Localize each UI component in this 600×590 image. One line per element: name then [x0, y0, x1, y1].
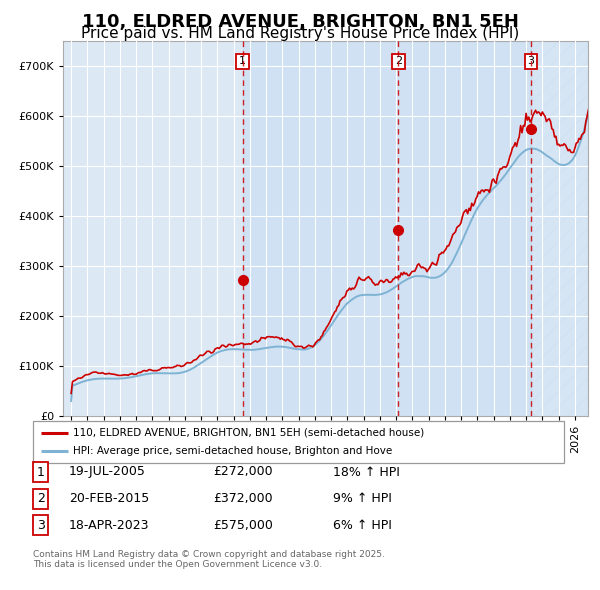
Bar	[242, 41, 531, 416]
Text: 9% ↑ HPI: 9% ↑ HPI	[333, 492, 392, 505]
Text: £575,000: £575,000	[213, 519, 273, 532]
Text: 18% ↑ HPI: 18% ↑ HPI	[333, 466, 400, 478]
Text: 20-FEB-2015: 20-FEB-2015	[69, 492, 149, 505]
Text: 19-JUL-2005: 19-JUL-2005	[69, 466, 146, 478]
Text: £272,000: £272,000	[213, 466, 272, 478]
Text: HPI: Average price, semi-detached house, Brighton and Hove: HPI: Average price, semi-detached house,…	[73, 446, 392, 456]
Text: 2: 2	[37, 492, 45, 505]
Text: 110, ELDRED AVENUE, BRIGHTON, BN1 5EH: 110, ELDRED AVENUE, BRIGHTON, BN1 5EH	[82, 13, 518, 31]
Text: Contains HM Land Registry data © Crown copyright and database right 2025.
This d: Contains HM Land Registry data © Crown c…	[33, 550, 385, 569]
Text: 1: 1	[239, 56, 246, 66]
Text: 6% ↑ HPI: 6% ↑ HPI	[333, 519, 392, 532]
Text: Price paid vs. HM Land Registry's House Price Index (HPI): Price paid vs. HM Land Registry's House …	[81, 26, 519, 41]
FancyBboxPatch shape	[33, 421, 564, 463]
Bar	[531, 41, 591, 416]
Text: 18-APR-2023: 18-APR-2023	[69, 519, 149, 532]
Text: 3: 3	[37, 519, 45, 532]
Text: 3: 3	[527, 56, 535, 66]
Text: 2: 2	[395, 56, 402, 66]
Text: 1: 1	[37, 466, 45, 478]
Text: £372,000: £372,000	[213, 492, 272, 505]
Text: 110, ELDRED AVENUE, BRIGHTON, BN1 5EH (semi-detached house): 110, ELDRED AVENUE, BRIGHTON, BN1 5EH (s…	[73, 428, 424, 438]
